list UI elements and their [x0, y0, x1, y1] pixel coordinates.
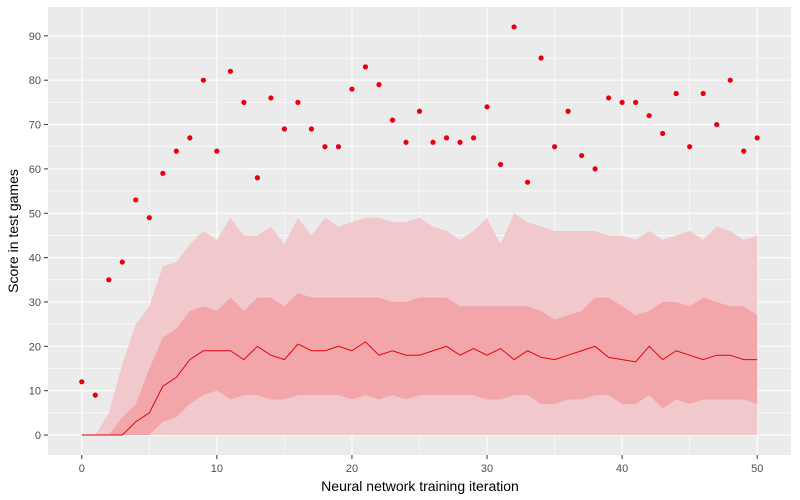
data-point: [106, 277, 112, 283]
median-line-group: [81, 341, 758, 436]
x-tick-label: 30: [481, 463, 493, 475]
y-tick-label: 40: [29, 253, 41, 265]
y-tick-label: 60: [29, 164, 41, 176]
data-point: [281, 126, 288, 132]
x-tick-label: 10: [211, 463, 223, 475]
y-axis-title: Score in test games: [5, 169, 21, 293]
data-point: [700, 90, 706, 97]
y-tick-label: 20: [29, 341, 41, 353]
data-point: [443, 135, 450, 141]
data-point: [241, 99, 247, 105]
x-tick-label: 50: [751, 463, 763, 475]
data-point: [308, 126, 315, 132]
data-point: [457, 139, 463, 145]
data-point: [295, 99, 301, 105]
data-point: [376, 82, 382, 88]
data-point: [579, 152, 585, 159]
y-tick-label: 0: [35, 430, 41, 442]
median-line: [81, 341, 758, 436]
data-point: [322, 144, 328, 150]
x-tick-label: 40: [616, 463, 628, 475]
data-point: [160, 170, 166, 176]
data-point: [79, 379, 85, 385]
x-axis-title: Neural network training iteration: [321, 478, 519, 494]
data-point: [633, 99, 639, 105]
data-point: [403, 139, 409, 145]
data-point: [687, 144, 693, 150]
data-point: [754, 135, 760, 141]
data-point: [254, 175, 260, 181]
data-point: [511, 24, 517, 30]
data-point: [335, 144, 342, 150]
data-point: [646, 113, 652, 119]
data-point: [619, 99, 625, 105]
y-tick-label: 50: [29, 208, 41, 220]
y-tick-label: 30: [29, 297, 41, 309]
data-point: [741, 148, 747, 154]
data-point: [268, 95, 274, 101]
data-point: [349, 86, 355, 92]
data-point: [146, 215, 152, 221]
x-tick-label: 20: [346, 463, 358, 475]
points-group: [79, 24, 760, 398]
data-point: [551, 144, 558, 150]
y-tick-label: 80: [29, 75, 41, 87]
data-point: [497, 161, 504, 168]
data-point: [565, 108, 571, 114]
y-tick-label: 10: [29, 386, 41, 398]
data-point: [660, 130, 666, 137]
inner-quantile-band: [81, 293, 758, 436]
data-point: [187, 135, 193, 141]
data-point: [592, 166, 598, 172]
data-point: [524, 179, 531, 185]
data-point: [673, 90, 679, 97]
data-point: [173, 148, 179, 154]
data-point: [119, 259, 125, 265]
data-point: [362, 64, 369, 70]
data-point: [606, 95, 612, 101]
data-point: [214, 148, 220, 154]
data-point: [200, 77, 206, 83]
data-point: [227, 68, 233, 74]
x-tick-label: 0: [79, 463, 85, 475]
data-point: [416, 108, 423, 114]
quantile-bands: [81, 213, 758, 436]
data-point: [714, 121, 720, 128]
data-point: [727, 77, 733, 83]
data-point: [92, 392, 98, 398]
data-point: [470, 135, 477, 141]
data-point: [430, 139, 436, 145]
data-point: [389, 117, 396, 123]
y-tick-label: 90: [29, 31, 41, 43]
data-point: [484, 104, 490, 110]
data-point: [133, 197, 139, 203]
axes: 0 10 20 30 40 50 0 10 20 30 40 50 60 70 80 90: [29, 31, 764, 475]
y-tick-label: 70: [29, 120, 41, 132]
data-point: [538, 55, 544, 61]
